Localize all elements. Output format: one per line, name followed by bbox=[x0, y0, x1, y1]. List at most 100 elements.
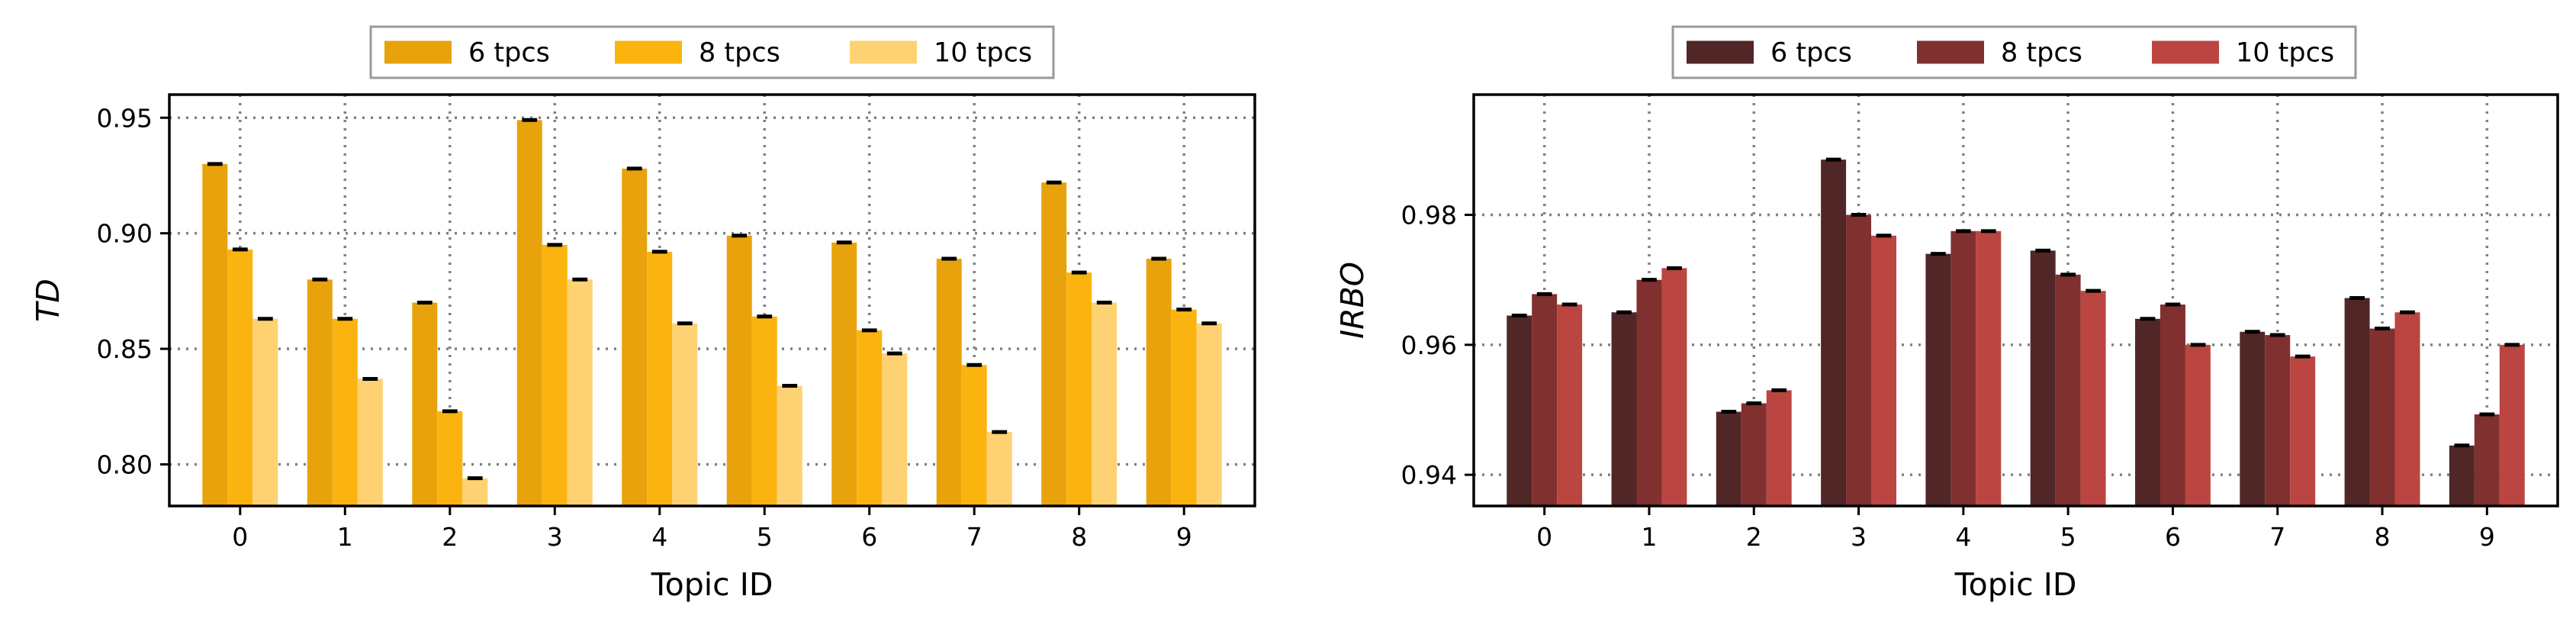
bar-6-tpcs-topic-6 bbox=[2135, 318, 2160, 506]
bar-10-tpcs-topic-5 bbox=[777, 385, 802, 506]
bar-8-tpcs-topic-9 bbox=[2474, 414, 2500, 506]
bar-10-tpcs-topic-4 bbox=[672, 323, 698, 506]
legend: 6 tpcs 8 tpcs 10 tpcs bbox=[1671, 25, 2357, 79]
bar-10-tpcs-topic-9 bbox=[2499, 344, 2525, 506]
y-tick-label: 0.98 bbox=[1401, 201, 1457, 230]
bars bbox=[202, 118, 1222, 506]
bar-10-tpcs-topic-8 bbox=[1092, 302, 1118, 506]
bar-6-tpcs-topic-6 bbox=[831, 242, 857, 506]
bar-8-tpcs-topic-3 bbox=[1846, 214, 1872, 506]
legend-swatch bbox=[615, 40, 682, 64]
x-tick-label: 6 bbox=[2165, 522, 2181, 552]
bar-6-tpcs-topic-2 bbox=[412, 302, 438, 506]
x-tick-label: 3 bbox=[547, 522, 563, 552]
legend-swatch bbox=[850, 40, 917, 64]
bar-10-tpcs-topic-1 bbox=[1661, 268, 1687, 506]
x-tick-label: 5 bbox=[2060, 522, 2076, 552]
x-tick-label: 4 bbox=[1955, 522, 1971, 552]
x-tick-label: 2 bbox=[1746, 522, 1762, 552]
bar-10-tpcs-topic-5 bbox=[2080, 291, 2106, 506]
bar-10-tpcs-topic-7 bbox=[986, 432, 1012, 506]
bar-8-tpcs-topic-7 bbox=[2265, 335, 2291, 506]
bar-8-tpcs-topic-5 bbox=[2055, 274, 2081, 506]
bar-10-tpcs-topic-9 bbox=[1196, 323, 1222, 506]
bar-8-tpcs-topic-8 bbox=[1066, 272, 1092, 506]
bar-10-tpcs-topic-0 bbox=[1557, 304, 1583, 506]
x-tick-label: 6 bbox=[861, 522, 877, 552]
y-axis-label: TD bbox=[30, 279, 66, 322]
bar-6-tpcs-topic-1 bbox=[307, 279, 333, 506]
y-tick-label: 0.94 bbox=[1401, 460, 1457, 490]
x-tick-label: 1 bbox=[1641, 522, 1657, 552]
bar-8-tpcs-topic-1 bbox=[332, 318, 358, 506]
bar-6-tpcs-topic-3 bbox=[1821, 160, 1847, 506]
bar-10-tpcs-topic-6 bbox=[882, 353, 908, 506]
bar-8-tpcs-topic-2 bbox=[1741, 403, 1767, 506]
bar-8-tpcs-topic-0 bbox=[227, 249, 253, 506]
y-tick-label: 0.80 bbox=[97, 450, 153, 479]
x-tick-label: 9 bbox=[2479, 522, 2495, 552]
legend-label: 10 tpcs bbox=[2236, 38, 2334, 69]
bar-6-tpcs-topic-0 bbox=[1507, 315, 1532, 506]
legend-label: 10 tpcs bbox=[934, 38, 1032, 69]
bar-8-tpcs-topic-8 bbox=[2369, 328, 2395, 506]
bar-8-tpcs-topic-6 bbox=[857, 330, 883, 506]
y-tick-label: 0.96 bbox=[1401, 330, 1457, 360]
bar-6-tpcs-topic-2 bbox=[1716, 411, 1741, 506]
bar-10-tpcs-topic-4 bbox=[1976, 230, 2002, 506]
bars bbox=[1507, 157, 2525, 506]
bar-8-tpcs-topic-7 bbox=[961, 365, 987, 506]
x-tick-label: 7 bbox=[2269, 522, 2285, 552]
x-tick-label: 0 bbox=[1536, 522, 1552, 552]
legend: 6 tpcs 8 tpcs 10 tpcs bbox=[369, 25, 1055, 79]
bar-6-tpcs-topic-7 bbox=[936, 258, 962, 506]
bar-6-tpcs-topic-0 bbox=[202, 163, 228, 506]
x-tick-label: 7 bbox=[966, 522, 982, 552]
y-tick-label: 0.95 bbox=[97, 103, 153, 133]
bar-8-tpcs-topic-9 bbox=[1171, 309, 1197, 506]
grid bbox=[1474, 95, 2558, 506]
bar-8-tpcs-topic-1 bbox=[1636, 279, 1662, 506]
x-axis-label: Topic ID bbox=[1954, 566, 2077, 603]
plot-frame bbox=[1472, 93, 2559, 508]
legend-label: 6 tpcs bbox=[468, 38, 550, 69]
legend-label: 6 tpcs bbox=[1770, 38, 1852, 69]
x-axis-label: Topic ID bbox=[651, 566, 773, 603]
bar-10-tpcs-topic-2 bbox=[462, 478, 488, 506]
bar-6-tpcs-topic-9 bbox=[2449, 445, 2475, 506]
y-axis-label: IRBO bbox=[1334, 262, 1371, 339]
legend-swatch bbox=[1917, 40, 1984, 64]
x-tick-label: 8 bbox=[1071, 522, 1087, 552]
td-chart: 0 1 2 3 4 5 6 7 8 9 0.80 0.85 0.90 0.95 Topic ID TD 6 tp… bbox=[30, 25, 1256, 603]
bar-10-tpcs-topic-2 bbox=[1766, 390, 1792, 506]
bar-8-tpcs-topic-3 bbox=[542, 244, 568, 506]
legend-frame bbox=[369, 25, 1055, 79]
grid bbox=[169, 95, 1255, 506]
bar-10-tpcs-topic-3 bbox=[1871, 235, 1896, 506]
x-tick-label: 3 bbox=[1851, 522, 1867, 552]
bar-6-tpcs-topic-8 bbox=[1041, 182, 1067, 506]
x-tick-label: 5 bbox=[757, 522, 773, 552]
bar-6-tpcs-topic-7 bbox=[2240, 331, 2266, 506]
x-tick-label: 8 bbox=[2375, 522, 2391, 552]
bar-6-tpcs-topic-9 bbox=[1146, 258, 1172, 506]
x-tick-label: 4 bbox=[651, 522, 667, 552]
bar-8-tpcs-topic-5 bbox=[751, 316, 777, 506]
bar-8-tpcs-topic-0 bbox=[1532, 294, 1558, 506]
bar-6-tpcs-topic-3 bbox=[516, 120, 542, 506]
legend-frame bbox=[1671, 25, 2357, 79]
legend-swatch bbox=[384, 40, 452, 64]
plot-frame bbox=[168, 93, 1256, 508]
bar-6-tpcs-topic-5 bbox=[726, 235, 752, 506]
bar-6-tpcs-topic-4 bbox=[622, 168, 648, 506]
bar-6-tpcs-topic-1 bbox=[1611, 312, 1637, 506]
x-tick-label: 9 bbox=[1176, 522, 1192, 552]
legend-swatch bbox=[1687, 40, 1754, 64]
y-tick-label: 0.90 bbox=[97, 219, 153, 249]
bar-10-tpcs-topic-7 bbox=[2290, 356, 2316, 506]
bar-8-tpcs-topic-6 bbox=[2160, 304, 2185, 506]
legend-swatch bbox=[2152, 40, 2219, 64]
bar-8-tpcs-topic-2 bbox=[437, 411, 463, 506]
y-tick-label: 0.85 bbox=[97, 334, 153, 364]
x-tick-label: 0 bbox=[232, 522, 248, 552]
